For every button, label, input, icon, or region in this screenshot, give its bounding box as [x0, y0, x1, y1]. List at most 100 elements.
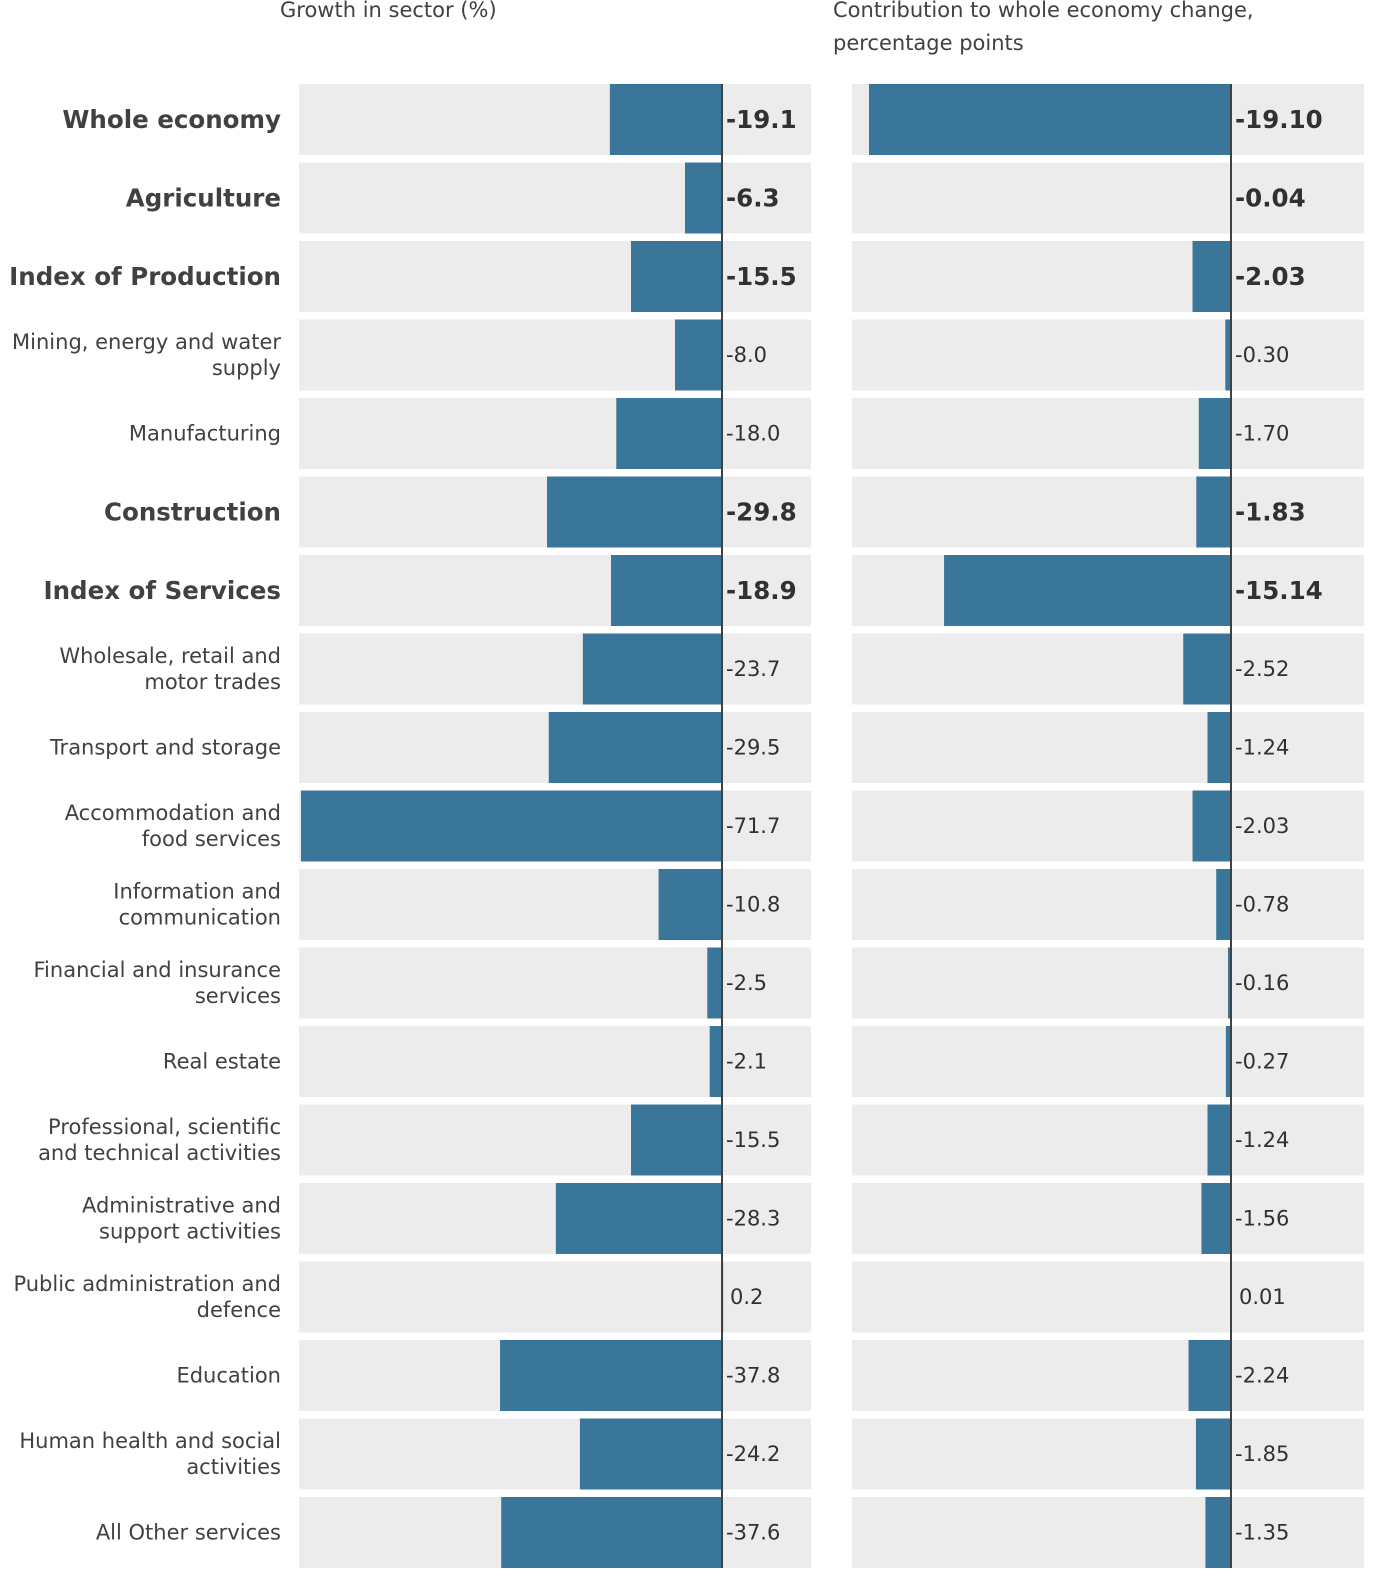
contribution-value-label: -0.27	[1235, 1050, 1289, 1074]
category-label: Human health and social	[19, 1429, 281, 1453]
contribution-value-label: -15.14	[1235, 576, 1323, 605]
category-label: defence	[197, 1298, 281, 1322]
panel-title-contribution: Contribution to whole economy change, pe…	[833, 0, 1254, 60]
growth-value-label: -18.9	[726, 576, 797, 605]
row-background-contribution	[852, 1026, 1364, 1097]
growth-bar	[709, 1026, 722, 1097]
row-background-contribution	[852, 398, 1364, 469]
row-background-growth	[299, 555, 811, 626]
row-background-contribution	[852, 633, 1364, 705]
row-background-growth	[299, 1261, 811, 1333]
category-label: Real estate	[163, 1050, 281, 1074]
contribution-value-label: -0.30	[1235, 343, 1289, 367]
contribution-bar	[944, 555, 1231, 626]
growth-bar	[301, 790, 722, 862]
category-label: activities	[186, 1455, 281, 1479]
growth-bar	[611, 555, 722, 626]
contribution-bar	[1192, 241, 1231, 312]
contribution-value-label: -19.10	[1235, 105, 1323, 134]
growth-bar	[616, 398, 722, 469]
contribution-value-label: -2.24	[1235, 1364, 1289, 1388]
contribution-value-label: -1.83	[1235, 498, 1306, 527]
contribution-bar	[1227, 947, 1231, 1019]
contribution-value-label: -1.85	[1235, 1442, 1289, 1466]
contribution-bar	[1207, 712, 1231, 783]
row-background-growth	[299, 869, 811, 940]
category-label: Public administration and	[13, 1272, 281, 1296]
category-label: Whole economy	[62, 105, 281, 134]
growth-bar	[630, 241, 722, 312]
growth-value-label: -2.1	[726, 1050, 767, 1074]
contribution-value-label: -1.70	[1235, 422, 1289, 446]
category-label: and technical activities	[38, 1141, 281, 1165]
contribution-bar	[869, 84, 1231, 155]
row-background-contribution	[852, 1104, 1364, 1176]
row-background-contribution	[852, 241, 1364, 312]
growth-bar	[547, 476, 722, 548]
growth-bar	[500, 1340, 722, 1411]
growth-value-label: -18.0	[726, 422, 780, 446]
growth-value-label: -15.5	[726, 262, 797, 291]
growth-value-label: -37.6	[726, 1521, 780, 1545]
growth-value-label: -29.8	[726, 498, 797, 527]
row-background-growth	[299, 398, 811, 469]
growth-bar	[501, 1497, 722, 1568]
contribution-value-label: -1.24	[1235, 736, 1289, 760]
contribution-bar	[1183, 633, 1231, 705]
growth-value-label: -24.2	[726, 1442, 780, 1466]
growth-bar	[579, 1418, 722, 1490]
row-background-contribution	[852, 947, 1364, 1019]
growth-bar	[582, 633, 722, 705]
growth-bar	[658, 869, 722, 940]
contribution-value-label: -2.52	[1235, 657, 1289, 681]
category-label: All Other services	[96, 1521, 281, 1545]
row-background-contribution	[852, 162, 1364, 234]
contribution-bar	[1225, 319, 1231, 391]
row-background-growth	[299, 633, 811, 705]
row-background-growth	[299, 241, 811, 312]
contribution-bar	[1205, 1497, 1231, 1568]
growth-value-label: -10.8	[726, 893, 780, 917]
category-label: Index of Production	[9, 262, 281, 291]
growth-bar	[707, 947, 722, 1019]
category-label: motor trades	[144, 670, 281, 694]
contribution-value-label: -0.04	[1235, 184, 1306, 213]
row-background-growth	[299, 162, 811, 234]
row-background-contribution	[852, 476, 1364, 548]
contribution-value-label: -0.16	[1235, 971, 1289, 995]
growth-value-label: -19.1	[726, 105, 797, 134]
row-background-growth	[299, 84, 811, 155]
contribution-value-label: -1.56	[1235, 1207, 1289, 1231]
growth-bar	[548, 712, 722, 783]
category-label: Professional, scientific	[48, 1115, 281, 1139]
row-background-contribution	[852, 1418, 1364, 1490]
category-label: Financial and insurance	[34, 958, 282, 982]
row-background-growth	[299, 1104, 811, 1176]
row-background-growth	[299, 319, 811, 391]
category-label: Accommodation and	[65, 801, 281, 825]
contribution-bar	[1192, 790, 1231, 862]
category-label: Wholesale, retail and	[59, 644, 281, 668]
category-label: supply	[212, 356, 281, 380]
growth-value-label: -29.5	[726, 736, 780, 760]
row-background-growth	[299, 1183, 811, 1254]
row-background-contribution	[852, 1261, 1364, 1333]
category-label: Information and	[113, 880, 281, 904]
category-label: services	[195, 984, 281, 1008]
growth-value-label: -6.3	[726, 184, 780, 213]
contribution-bar	[1225, 1026, 1231, 1097]
category-label: Mining, energy and water	[12, 330, 281, 354]
growth-value-label: -2.5	[726, 971, 767, 995]
growth-value-label: -28.3	[726, 1207, 780, 1231]
growth-value-label: -37.8	[726, 1364, 780, 1388]
panel-title-growth: Growth in sector (%)	[280, 0, 497, 27]
row-background-growth	[299, 1418, 811, 1490]
category-label: support activities	[99, 1220, 281, 1244]
row-background-growth	[299, 1026, 811, 1097]
panel-title-contribution-line-1: Contribution to whole economy change,	[833, 0, 1254, 22]
row-background-growth	[299, 947, 811, 1019]
growth-bar	[609, 84, 722, 155]
contribution-bar	[1198, 398, 1231, 469]
row-background-contribution	[852, 1183, 1364, 1254]
